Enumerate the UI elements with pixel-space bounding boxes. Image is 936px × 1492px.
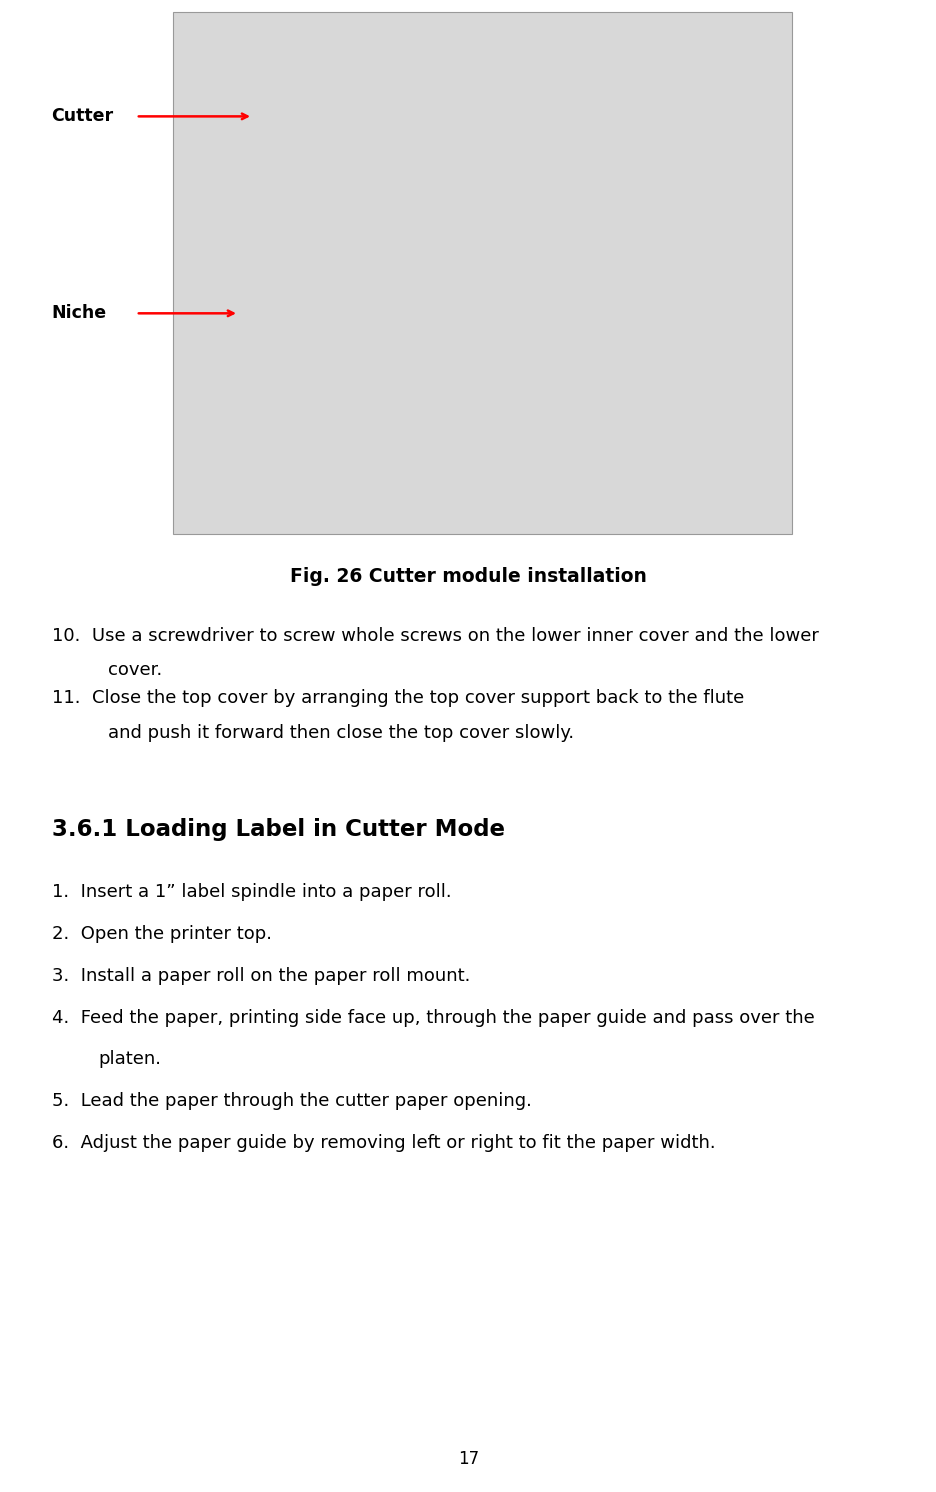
- Text: platen.: platen.: [98, 1050, 161, 1068]
- Text: 11.  Close the top cover by arranging the top cover support back to the flute: 11. Close the top cover by arranging the…: [51, 689, 743, 707]
- Text: cover.: cover.: [108, 661, 162, 679]
- Text: 3.6.1 Loading Label in Cutter Mode: 3.6.1 Loading Label in Cutter Mode: [51, 818, 504, 840]
- Text: 6.  Adjust the paper guide by removing left or right to fit the paper width.: 6. Adjust the paper guide by removing le…: [51, 1134, 714, 1152]
- Text: 5.  Lead the paper through the cutter paper opening.: 5. Lead the paper through the cutter pap…: [51, 1092, 531, 1110]
- Text: 17: 17: [458, 1450, 478, 1468]
- Text: and push it forward then close the top cover slowly.: and push it forward then close the top c…: [108, 724, 573, 742]
- Text: Fig. 26 Cutter module installation: Fig. 26 Cutter module installation: [290, 567, 646, 586]
- Text: 1.  Insert a 1” label spindle into a paper roll.: 1. Insert a 1” label spindle into a pape…: [51, 883, 450, 901]
- Text: 4.  Feed the paper, printing side face up, through the paper guide and pass over: 4. Feed the paper, printing side face up…: [51, 1009, 813, 1026]
- Text: 2.  Open the printer top.: 2. Open the printer top.: [51, 925, 271, 943]
- Text: 10.  Use a screwdriver to screw whole screws on the lower inner cover and the lo: 10. Use a screwdriver to screw whole scr…: [51, 627, 817, 645]
- Text: Cutter: Cutter: [51, 107, 113, 125]
- Text: 3.  Install a paper roll on the paper roll mount.: 3. Install a paper roll on the paper rol…: [51, 967, 470, 985]
- Bar: [173, 12, 791, 534]
- Text: Niche: Niche: [51, 304, 107, 322]
